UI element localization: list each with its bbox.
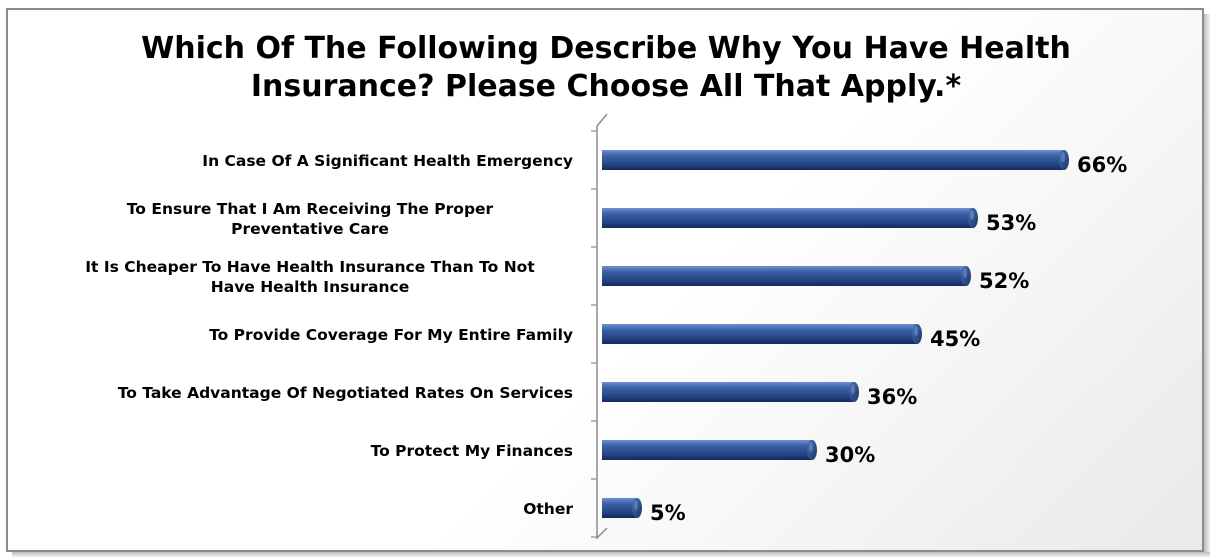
bar-cap-highlight bbox=[851, 384, 855, 394]
data-label: 66% bbox=[1077, 153, 1127, 177]
category-label-line: Preventative Care bbox=[231, 220, 389, 238]
category-label-line: Have Health Insurance bbox=[211, 278, 409, 296]
category-label: To Provide Coverage For My Entire Family bbox=[209, 326, 573, 344]
data-label: 53% bbox=[986, 211, 1036, 235]
axis-layer bbox=[591, 113, 608, 540]
category-label-line: Other bbox=[523, 500, 573, 518]
labels-layer: 66% In Case Of A Significant Health Emerg… bbox=[85, 152, 1127, 525]
category-label-line: To Provide Coverage For My Entire Family bbox=[209, 326, 573, 344]
bar bbox=[602, 440, 817, 460]
category-label-line: To Take Advantage Of Negotiated Rates On… bbox=[118, 384, 573, 402]
bar bbox=[602, 382, 859, 402]
chart-title-line-1: Which Of The Following Describe Why You … bbox=[141, 31, 1071, 66]
data-label: 36% bbox=[867, 385, 917, 409]
category-label-line: In Case Of A Significant Health Emergenc… bbox=[202, 152, 573, 170]
y-axis-line bbox=[596, 113, 608, 540]
bar-body bbox=[602, 266, 966, 286]
category-label: Other bbox=[523, 500, 573, 518]
bar-body bbox=[602, 150, 1064, 170]
bar-body bbox=[602, 382, 854, 402]
bar bbox=[602, 208, 978, 228]
category-label: To Take Advantage Of Negotiated Rates On… bbox=[118, 384, 573, 402]
category-label-line: It Is Cheaper To Have Health Insurance T… bbox=[85, 258, 535, 276]
bar-body bbox=[602, 498, 637, 518]
bar-cap-highlight bbox=[963, 268, 967, 278]
bars-layer bbox=[602, 150, 1069, 518]
chart-title: Which Of The Following Describe Why You … bbox=[0, 30, 1212, 106]
bar bbox=[602, 150, 1069, 170]
data-label: 52% bbox=[979, 269, 1029, 293]
frame-shadow-bottom bbox=[12, 552, 1210, 557]
bar-body bbox=[602, 208, 973, 228]
bar bbox=[602, 324, 922, 344]
category-label: In Case Of A Significant Health Emergenc… bbox=[202, 152, 573, 170]
bar-body bbox=[602, 440, 812, 460]
category-label: It Is Cheaper To Have Health Insurance T… bbox=[85, 258, 535, 296]
data-label: 30% bbox=[825, 443, 875, 467]
frame-shadow-right bbox=[1204, 14, 1210, 554]
bar bbox=[602, 266, 971, 286]
bar-cap-highlight bbox=[970, 210, 974, 220]
bar-cap-highlight bbox=[634, 500, 638, 510]
data-label: 5% bbox=[650, 501, 686, 525]
category-label: To Protect My Finances bbox=[371, 442, 573, 460]
bar-cap-highlight bbox=[809, 442, 813, 452]
bar-body bbox=[602, 324, 917, 344]
chart-title-line-2: Insurance? Please Choose All That Apply.… bbox=[250, 69, 962, 104]
category-label-line: To Protect My Finances bbox=[371, 442, 573, 460]
bar-cap-highlight bbox=[1061, 152, 1065, 162]
bar bbox=[602, 498, 642, 518]
data-label: 45% bbox=[930, 327, 980, 351]
category-label: To Ensure That I Am Receiving The Proper… bbox=[127, 200, 494, 238]
category-label-line: To Ensure That I Am Receiving The Proper bbox=[127, 200, 494, 218]
bar-cap-highlight bbox=[914, 326, 918, 336]
